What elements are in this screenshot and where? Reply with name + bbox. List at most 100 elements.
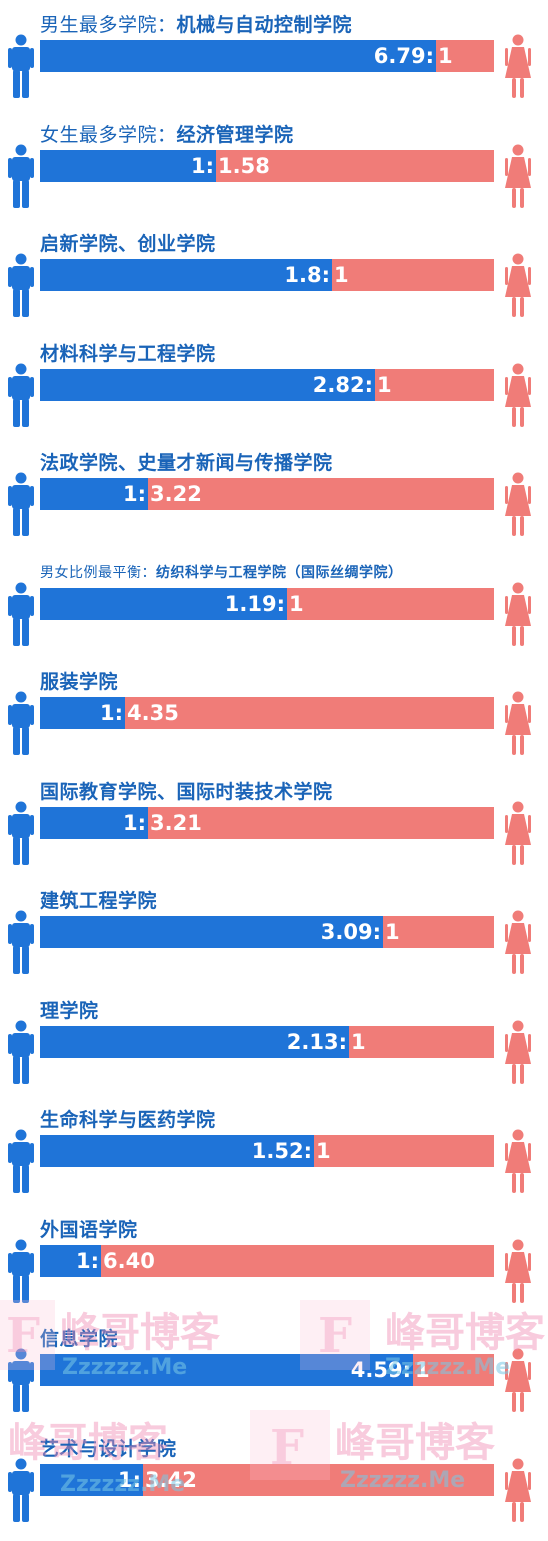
- female-person-icon: [504, 910, 532, 978]
- male-value-label: 4.59:: [350, 1358, 411, 1382]
- female-person-icon: [504, 582, 532, 650]
- chart-row: 理学院 2.13: 1: [0, 990, 548, 1100]
- ratio-bar: 1: 6.40: [40, 1244, 494, 1277]
- female-value-label: 1.58: [218, 153, 270, 178]
- row-title-name: 纺织科学与工程学院（国际丝绸学院）: [156, 564, 403, 581]
- male-value-label: 2.82:: [312, 372, 373, 397]
- female-person-icon: [504, 691, 532, 759]
- row-title: 材料科学与工程学院: [40, 339, 216, 366]
- row-title: 信息学院: [40, 1324, 118, 1351]
- chart-row: 信息学院 4.59: 1: [0, 1318, 548, 1428]
- male-segment: 1:: [40, 806, 148, 839]
- female-value-label: 1: [316, 1139, 331, 1163]
- row-title: 理学院: [40, 996, 99, 1023]
- male-value-label: 3.09:: [320, 920, 381, 944]
- row-title-name: 艺术与设计学院: [40, 1437, 177, 1460]
- male-value-label: 2.13:: [286, 1029, 347, 1054]
- chart-row: 建筑工程学院 3.09: 1: [0, 880, 548, 990]
- row-title-prefix: 女生最多学院：: [40, 123, 177, 146]
- male-segment: 1:: [40, 697, 125, 729]
- male-segment: 4.59:: [40, 1354, 413, 1386]
- row-title: 男女比例最平衡：纺织科学与工程学院（国际丝绸学院）: [40, 562, 403, 582]
- female-value-label: 3.22: [150, 482, 202, 506]
- female-value-label: 1: [351, 1029, 366, 1054]
- male-value-label: 1:: [122, 810, 146, 835]
- male-person-icon: [8, 582, 34, 650]
- row-title-name: 材料科学与工程学院: [40, 342, 216, 365]
- chart-row: 男女比例最平衡：纺织科学与工程学院（国际丝绸学院） 1.19: 1: [0, 552, 548, 662]
- row-title-name: 服装学院: [40, 671, 119, 693]
- ratio-bar: 6.79: 1: [40, 40, 494, 72]
- female-person-icon: [504, 253, 532, 321]
- male-person-icon: [8, 1129, 34, 1197]
- female-segment: 1: [383, 916, 494, 948]
- male-person-icon: [8, 691, 34, 759]
- chart-row: 材料科学与工程学院 2.82: 1: [0, 333, 548, 443]
- male-person-icon: [8, 472, 34, 540]
- row-title-name: 经济管理学院: [176, 123, 294, 146]
- ratio-bar: 1.19: 1: [40, 587, 494, 620]
- male-value-label: 1:: [117, 1467, 141, 1492]
- row-title: 女生最多学院：经济管理学院: [40, 120, 294, 147]
- male-person-icon: [8, 1020, 34, 1088]
- male-person-icon: [8, 1458, 34, 1526]
- male-person-icon: [8, 1348, 34, 1416]
- female-person-icon: [504, 1458, 532, 1526]
- row-title: 建筑工程学院: [40, 886, 157, 913]
- female-person-icon: [504, 1239, 532, 1307]
- female-value-label: 4.35: [127, 701, 179, 725]
- female-segment: 1: [332, 259, 494, 291]
- male-person-icon: [8, 363, 34, 431]
- female-person-icon: [504, 144, 532, 212]
- male-segment: 1.19:: [40, 587, 287, 620]
- ratio-bar: 4.59: 1: [40, 1354, 494, 1386]
- female-person-icon: [504, 1348, 532, 1416]
- female-person-icon: [504, 801, 532, 869]
- chart-row: 法政学院、史量才新闻与传播学院 1: 3.22: [0, 442, 548, 552]
- row-title: 法政学院、史量才新闻与传播学院: [40, 448, 333, 475]
- female-person-icon: [504, 363, 532, 431]
- male-segment: 3.09:: [40, 916, 383, 948]
- male-value-label: 1:: [75, 1248, 99, 1273]
- female-segment: 1: [413, 1354, 494, 1386]
- row-title: 外国语学院: [40, 1215, 138, 1242]
- female-segment: 1.58: [216, 149, 494, 182]
- male-person-icon: [8, 34, 34, 102]
- ratio-bar: 1: 3.42: [40, 1463, 494, 1496]
- row-title: 男生最多学院：机械与自动控制学院: [40, 10, 352, 37]
- ratio-bar: 2.13: 1: [40, 1025, 494, 1058]
- chart-row: 艺术与设计学院 1: 3.42: [0, 1428, 548, 1538]
- female-value-label: 1: [385, 920, 400, 944]
- male-person-icon: [8, 910, 34, 978]
- chart-row: 外国语学院 1: 6.40: [0, 1209, 548, 1319]
- row-title-name: 理学院: [40, 999, 99, 1022]
- row-title-name: 建筑工程学院: [40, 890, 158, 912]
- female-person-icon: [504, 1020, 532, 1088]
- female-segment: 3.22: [148, 478, 494, 510]
- male-value-label: 1:: [190, 153, 214, 178]
- male-segment: 2.13:: [40, 1025, 349, 1058]
- ratio-bar: 1: 1.58: [40, 149, 494, 182]
- ratio-bar: 2.82: 1: [40, 368, 494, 401]
- row-title: 生命科学与医药学院: [40, 1105, 216, 1132]
- male-value-label: 1:: [122, 482, 146, 506]
- male-segment: 1.8:: [40, 259, 332, 291]
- female-value-label: 1: [377, 372, 392, 397]
- ratio-bar: 1: 3.21: [40, 806, 494, 839]
- female-segment: 1: [375, 368, 494, 401]
- male-person-icon: [8, 801, 34, 869]
- female-person-icon: [504, 472, 532, 540]
- row-title-prefix: 男生最多学院：: [40, 14, 177, 36]
- male-segment: 1:: [40, 149, 216, 182]
- female-value-label: 3.21: [150, 810, 202, 835]
- female-person-icon: [504, 1129, 532, 1197]
- female-segment: 1: [349, 1025, 494, 1058]
- row-title-name: 国际教育学院、国际时装技术学院: [40, 780, 333, 803]
- male-segment: 1.52:: [40, 1135, 314, 1167]
- ratio-bar: 1.8: 1: [40, 259, 494, 291]
- male-person-icon: [8, 144, 34, 212]
- row-title: 国际教育学院、国际时装技术学院: [40, 777, 333, 804]
- male-value-label: 1:: [99, 701, 123, 725]
- female-segment: 4.35: [125, 697, 494, 729]
